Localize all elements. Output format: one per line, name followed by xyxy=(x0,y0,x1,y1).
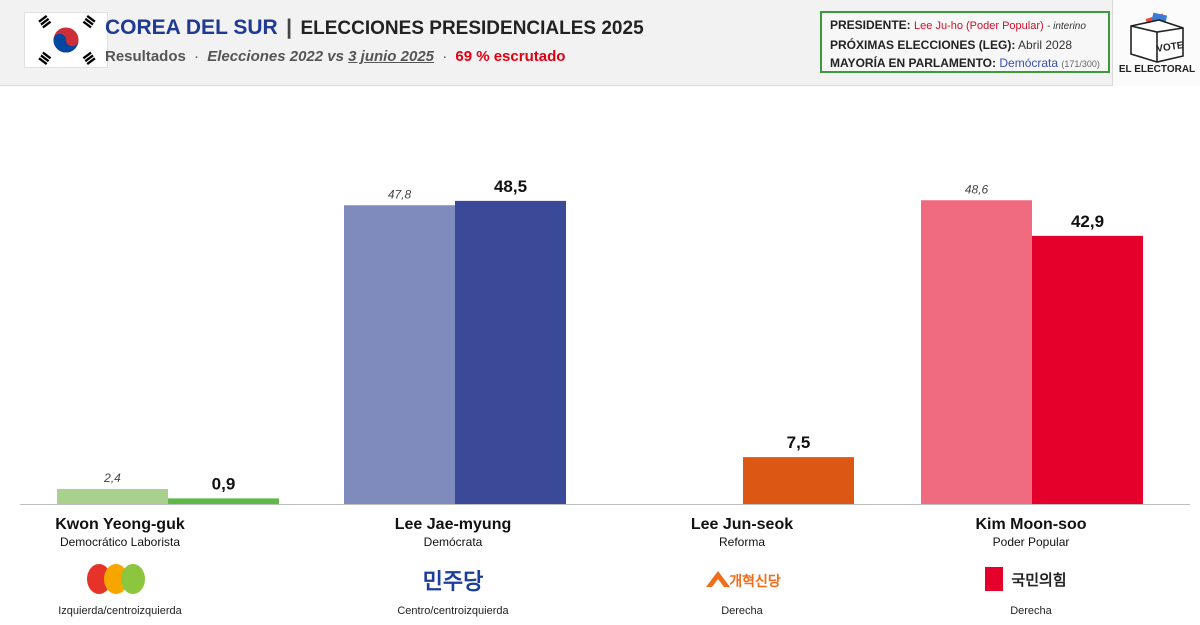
bar-2025-2 xyxy=(743,457,854,504)
south-korea-flag-icon xyxy=(24,12,108,68)
president-row: PRESIDENTE: Lee Ju-ho (Poder Popular) - … xyxy=(830,18,1086,32)
candidate-name: Lee Jun-seok xyxy=(690,516,794,533)
results-chart: 2,4 0,9 47,8 48,5 7,5 48,6 42,9 xyxy=(57,177,1143,504)
election-title: ELECCIONES PRESIDENCIALES 2025 xyxy=(300,18,644,39)
candidate-name: Lee Jae-myung xyxy=(394,516,512,533)
svg-text:민주당: 민주당 xyxy=(423,570,484,595)
reform-party-logo: 개혁신당 xyxy=(706,571,781,590)
candidate-party: Poder Popular xyxy=(992,535,1070,549)
candidate-ideology: Izquierda/centroizquierda xyxy=(58,605,182,617)
dot-separator: · xyxy=(442,48,448,65)
candidate-name: Kwon Yeong-guk xyxy=(55,516,185,533)
label-2022-3: 48,6 xyxy=(965,182,989,196)
page-title: COREA DEL SUR | ELECCIONES PRESIDENCIALE… xyxy=(105,16,644,40)
candidate-ideology: Derecha xyxy=(1010,605,1052,617)
chart-baseline xyxy=(20,504,1190,505)
label-2022-0: 2,4 xyxy=(103,471,121,485)
dot-separator: · xyxy=(194,48,200,65)
bar-2022-0 xyxy=(57,489,168,504)
bar-2022-1 xyxy=(344,205,455,504)
label-2025-1: 48,5 xyxy=(494,177,527,196)
label-2025-3: 42,9 xyxy=(1071,212,1104,231)
candidate-party: Reforma xyxy=(718,535,765,549)
brand-label: EL ELECTORAL xyxy=(1118,64,1196,75)
bar-2022-3 xyxy=(921,200,1032,504)
label-2025-2: 7,5 xyxy=(787,433,811,452)
labor-party-logo xyxy=(87,564,145,594)
info-box: PRESIDENTE: Lee Ju-ho (Poder Popular) - … xyxy=(820,11,1110,73)
candidate-lee-jae-myung: Lee Jae-myung Demócrata 민주당 Centro/centr… xyxy=(333,516,573,617)
results-label: Resultados xyxy=(105,48,186,65)
svg-text:VOTE: VOTE xyxy=(1156,40,1185,55)
candidate-ideology: Centro/centroizquierda xyxy=(397,605,509,617)
candidate-ideology: Derecha xyxy=(721,605,763,617)
candidate-lee-jun-seok: Lee Jun-seok Reforma 개혁신당 Derecha xyxy=(622,516,862,617)
count-status: 69 % escrutado xyxy=(455,48,566,65)
comparison-label: Elecciones 2022 vs 3 junio 2025 xyxy=(207,48,435,65)
majority-row: MAYORÍA EN PARLAMENTO: Demócrata (171/30… xyxy=(830,56,1100,70)
header: COREA DEL SUR | ELECCIONES PRESIDENCIALE… xyxy=(0,0,1200,86)
ballot-box-icon: VOTE xyxy=(1130,12,1185,63)
label-2025-0: 0,9 xyxy=(212,474,236,493)
candidate-kim-moon-soo: Kim Moon-soo Poder Popular 국민의힘 Derecha xyxy=(911,516,1151,617)
country-title: COREA DEL SUR xyxy=(105,16,278,39)
svg-text:국민의힘: 국민의힘 xyxy=(1011,571,1066,589)
candidate-name: Kim Moon-soo xyxy=(975,516,1087,533)
democratic-party-logo: 민주당 xyxy=(423,570,484,595)
bar-2025-1 xyxy=(455,200,566,504)
subtitle: Resultados · Elecciones 2022 vs 3 junio … xyxy=(105,48,565,65)
title-separator: | xyxy=(286,16,293,39)
label-2022-1: 47,8 xyxy=(388,187,412,201)
brand-logo: VOTE EL ELECTORAL xyxy=(1112,0,1200,86)
candidate-kwon: Kwon Yeong-guk Democrático Laborista Izq… xyxy=(0,516,240,617)
next-elections-row: PRÓXIMAS ELECCIONES (LEG): Abril 2028 xyxy=(830,38,1073,52)
bar-2025-3 xyxy=(1032,235,1143,504)
svg-text:개혁신당: 개혁신당 xyxy=(729,573,781,590)
candidate-party: Democrático Laborista xyxy=(59,535,181,549)
candidate-party: Demócrata xyxy=(423,535,483,549)
bar-2025-0 xyxy=(168,498,279,504)
people-power-party-logo: 국민의힘 xyxy=(985,567,1067,591)
